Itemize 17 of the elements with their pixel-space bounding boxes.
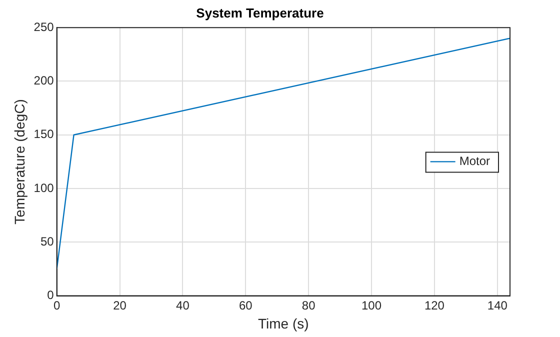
y-tick-label: 50 [40, 234, 54, 248]
x-tick-label: 80 [302, 298, 316, 312]
x-tick-label: 120 [424, 298, 445, 312]
x-tick-label: 20 [113, 298, 127, 312]
y-tick-label: 150 [34, 127, 54, 142]
y-axis-title: Temperature (degC) [11, 99, 28, 224]
legend-label: Motor [459, 154, 490, 168]
y-tick-label: 100 [34, 180, 54, 195]
y-tick-label: 200 [34, 74, 54, 88]
chart-title: System Temperature [196, 5, 324, 20]
y-tick-label: 0 [47, 288, 54, 302]
x-axis-title: Time (s) [258, 315, 309, 332]
x-tick-label: 140 [487, 298, 508, 312]
y-tick-label: 250 [34, 20, 54, 34]
x-tick-label: 60 [238, 298, 253, 312]
x-tick-label: 40 [176, 298, 190, 312]
x-tick-label: 100 [362, 298, 382, 312]
